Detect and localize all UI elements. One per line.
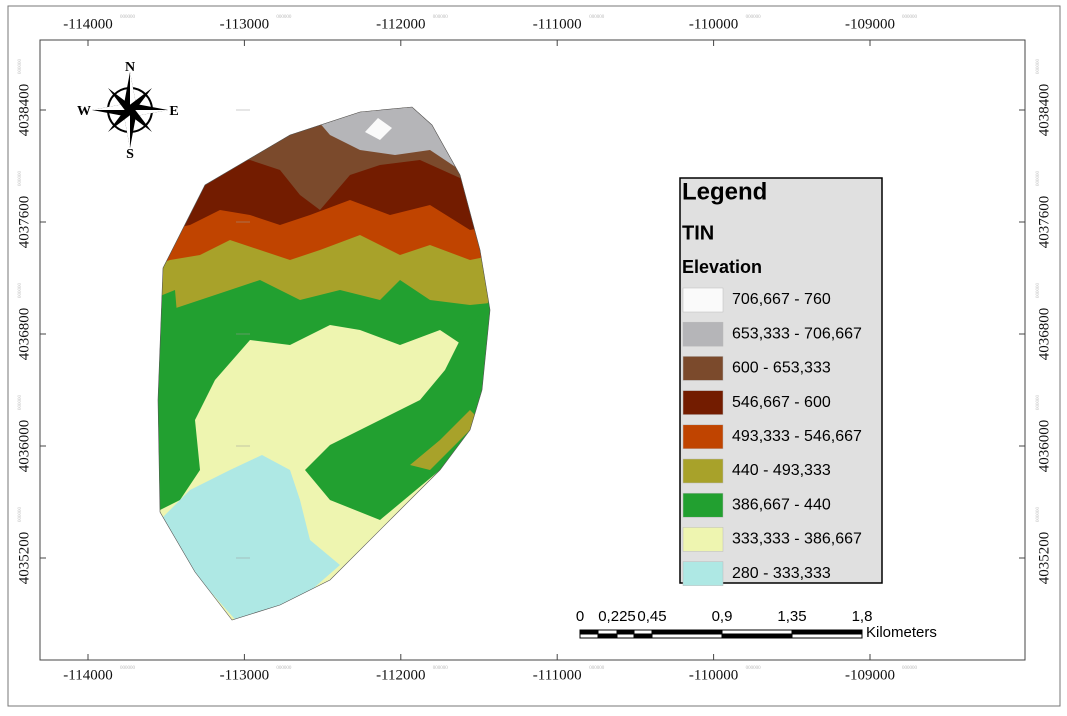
compass-w: W xyxy=(77,104,91,119)
legend-label: 440 - 493,333 xyxy=(732,462,831,479)
y-tick-label-right: 4036000 xyxy=(1036,420,1052,473)
y-tick-label-right: 4037600 xyxy=(1036,196,1052,249)
legend-swatch xyxy=(683,391,723,415)
x-tick-suffix: 000000 xyxy=(902,666,918,671)
x-tick-suffix: 000000 xyxy=(120,666,136,671)
legend-label: 280 - 333,333 xyxy=(732,565,831,582)
x-tick-label-top: -109000 xyxy=(845,16,895,32)
legend-label: 600 - 653,333 xyxy=(732,360,831,377)
y-tick-label-right: 4035200 xyxy=(1036,532,1052,585)
scale-segment xyxy=(722,634,792,638)
x-tick-suffix: 000000 xyxy=(433,15,449,20)
legend-swatch xyxy=(683,493,723,517)
scale-label: 1,8 xyxy=(852,608,873,625)
scale-label: 0 xyxy=(576,608,584,625)
legend-layer: TIN xyxy=(682,222,714,244)
y-tick-suffix: 000000 xyxy=(18,395,23,411)
scale-segment xyxy=(722,630,792,634)
y-tick-suffix: 000000 xyxy=(18,59,23,75)
y-tick-label-right: 4036800 xyxy=(1036,308,1052,361)
legend-label: 546,667 - 600 xyxy=(732,394,831,411)
compass-s: S xyxy=(126,147,134,162)
x-tick-label-bottom: -112000 xyxy=(376,667,425,683)
x-tick-label-bottom: -111000 xyxy=(533,667,582,683)
y-tick-label-left: 4035200 xyxy=(16,532,32,585)
x-tick-suffix: 000000 xyxy=(120,15,136,20)
scale-segment xyxy=(652,630,722,634)
y-tick-suffix: 000000 xyxy=(18,283,23,299)
legend-label: 493,333 - 546,667 xyxy=(732,428,862,445)
legend-swatch xyxy=(683,322,723,346)
x-tick-label-top: -114000 xyxy=(63,16,112,32)
legend-label: 386,667 - 440 xyxy=(732,496,831,513)
scale-segment xyxy=(634,630,652,634)
legend-swatch xyxy=(683,527,723,551)
legend-title: Legend xyxy=(682,178,767,205)
x-tick-suffix: 000000 xyxy=(276,666,292,671)
y-tick-suffix: 000000 xyxy=(1036,283,1041,299)
map-layout: N E S W Legend TIN Elevation 706,667 - 7… xyxy=(0,0,1067,711)
legend-swatch xyxy=(683,459,723,483)
y-tick-suffix: 000000 xyxy=(1036,395,1041,411)
x-tick-label-top: -113000 xyxy=(220,16,269,32)
scale-segment xyxy=(598,630,617,634)
x-tick-suffix: 000000 xyxy=(902,15,918,20)
x-tick-suffix: 000000 xyxy=(746,666,762,671)
x-tick-suffix: 000000 xyxy=(433,666,449,671)
y-tick-label-right: 4038400 xyxy=(1036,84,1052,137)
x-tick-suffix: 000000 xyxy=(276,15,292,20)
scale-segment xyxy=(598,634,617,638)
x-tick-label-top: -112000 xyxy=(376,16,425,32)
scale-unit: Kilometers xyxy=(866,624,937,641)
y-tick-label-left: 4037600 xyxy=(16,196,32,249)
scale-label: 0,225 xyxy=(598,608,636,625)
scale-segment xyxy=(792,634,862,638)
legend-swatch xyxy=(683,288,723,312)
scale-label: 0,9 xyxy=(712,608,733,625)
x-tick-label-bottom: -110000 xyxy=(689,667,738,683)
y-tick-label-left: 4036800 xyxy=(16,308,32,361)
x-tick-label-bottom: -109000 xyxy=(845,667,895,683)
y-tick-suffix: 000000 xyxy=(1036,59,1041,75)
x-tick-suffix: 000000 xyxy=(589,15,605,20)
scale-segment xyxy=(580,634,598,638)
y-tick-label-left: 4038400 xyxy=(16,84,32,137)
y-tick-suffix: 000000 xyxy=(18,171,23,187)
scale-segment xyxy=(617,634,634,638)
x-tick-label-top: -111000 xyxy=(533,16,582,32)
x-tick-label-bottom: -114000 xyxy=(63,667,112,683)
scale-segment xyxy=(792,630,862,634)
legend-label: 333,333 - 386,667 xyxy=(732,531,862,548)
scale-label: 1,35 xyxy=(777,608,806,625)
y-tick-label-left: 4036000 xyxy=(16,420,32,473)
legend-swatch xyxy=(683,562,723,586)
legend-field: Elevation xyxy=(682,257,762,277)
scale-segment xyxy=(652,634,722,638)
x-tick-label-bottom: -113000 xyxy=(220,667,269,683)
y-tick-suffix: 000000 xyxy=(18,507,23,523)
legend-items: 706,667 - 760 653,333 - 706,667 600 - 653,… xyxy=(683,288,862,586)
scale-segment xyxy=(617,630,634,634)
legend-swatch xyxy=(683,425,723,449)
compass-n: N xyxy=(125,60,135,75)
y-tick-suffix: 000000 xyxy=(1036,507,1041,523)
scale-segment xyxy=(634,634,652,638)
legend-swatch xyxy=(683,356,723,380)
x-tick-label-top: -110000 xyxy=(689,16,738,32)
legend-label: 653,333 - 706,667 xyxy=(732,325,862,342)
x-tick-suffix: 000000 xyxy=(746,15,762,20)
legend-label: 706,667 - 760 xyxy=(732,291,831,308)
scale-label: 0,45 xyxy=(637,608,666,625)
x-tick-suffix: 000000 xyxy=(589,666,605,671)
scale-segment xyxy=(580,630,598,634)
y-tick-suffix: 000000 xyxy=(1036,171,1041,187)
compass-e: E xyxy=(169,104,178,119)
